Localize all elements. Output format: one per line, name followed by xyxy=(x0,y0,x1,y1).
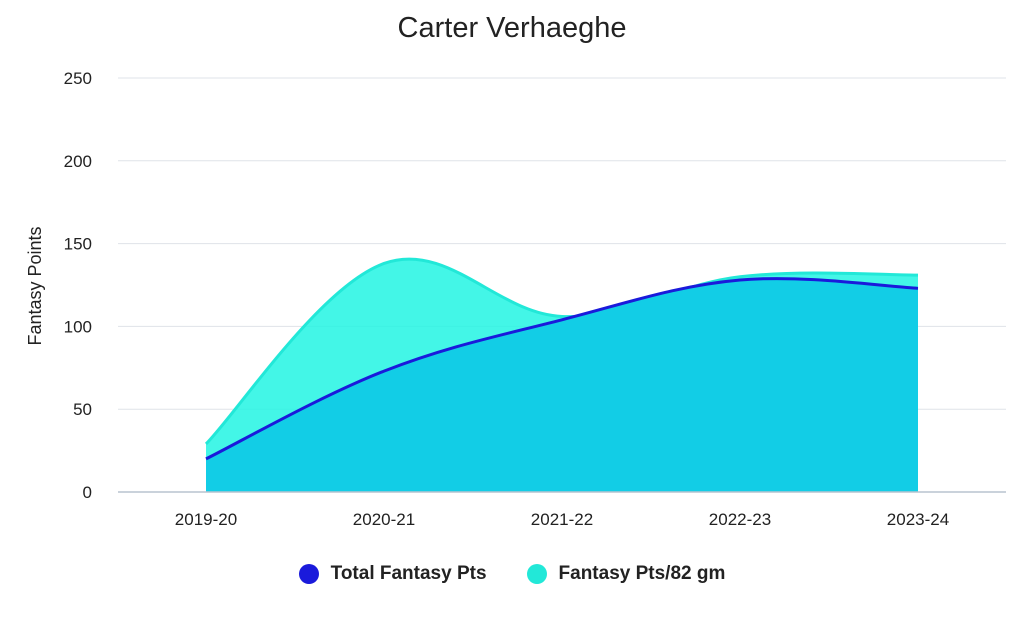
legend-marker-fantasy-pts-82-gm xyxy=(526,564,547,584)
y-tick-label: 150 xyxy=(64,235,92,254)
legend-item-fantasy-pts-82-gm[interactable]: Fantasy Pts/82 gm xyxy=(526,563,726,585)
y-tick-label: 50 xyxy=(73,400,92,419)
legend-label-fantasy-pts-82-gm: Fantasy Pts/82 gm xyxy=(558,563,726,584)
y-tick-label: 250 xyxy=(64,69,92,88)
legend: Total Fantasy Pts Fantasy Pts/82 gm xyxy=(0,560,1024,588)
series-line-total-fantasy-pts xyxy=(205,277,919,461)
y-tick-label: 0 xyxy=(83,483,92,502)
y-tick-label: 200 xyxy=(64,152,92,171)
series-line-fantasy-pts-82-gm xyxy=(204,257,919,446)
x-tick-label: 2021-22 xyxy=(531,510,593,529)
legend-marker-total-fantasy-pts xyxy=(298,564,319,584)
legend-item-total-fantasy-pts[interactable]: Total Fantasy Pts xyxy=(298,563,487,585)
axes: 0 50 100 150 200 250 2019-20 2020-21 2021-22 2022… xyxy=(64,69,1006,529)
y-axis-label: Fantasy Points xyxy=(25,226,45,345)
x-tick-label: 2020-21 xyxy=(353,510,415,529)
legend-label-total-fantasy-pts: Total Fantasy Pts xyxy=(330,563,487,584)
area-series-group xyxy=(204,257,919,492)
x-tick-label: 2022-23 xyxy=(709,510,771,529)
x-tick-label: 2019-20 xyxy=(175,510,237,529)
x-tick-label: 2023-24 xyxy=(887,510,949,529)
area-fill-total-fantasy-pts xyxy=(206,278,918,492)
chart-title: Carter Verhaeghe xyxy=(397,12,627,44)
y-tick-label: 100 xyxy=(64,317,92,336)
